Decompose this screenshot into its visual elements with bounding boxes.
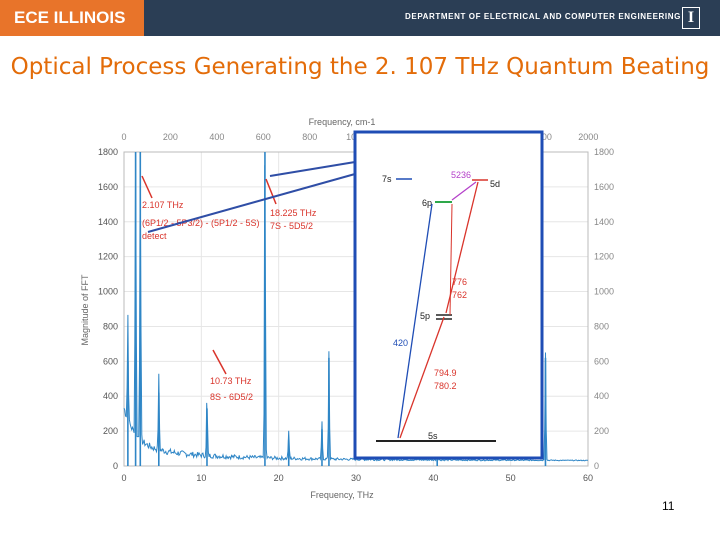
wavelength-5236: 5236 <box>451 170 471 180</box>
level-5p-label: 5p <box>420 311 430 321</box>
annotation-2107-detect: detect <box>142 231 167 241</box>
department-name: DEPARTMENT OF ELECTRICAL AND COMPUTER EN… <box>405 12 681 21</box>
annotation-1073-transition: 8S - 6D5/2 <box>210 392 253 402</box>
slide-title: Optical Process Generating the 2. 107 TH… <box>10 54 710 80</box>
x2-tick-label-1: 200 <box>163 132 178 142</box>
annotation-18225: 18.225 THz <box>270 208 317 218</box>
wavelength-7949: 794.9 <box>434 368 457 378</box>
x-tick-label-0: 0 <box>121 473 126 483</box>
y-tick-label-right-5: 1000 <box>594 287 614 297</box>
y-tick-label-right-6: 1200 <box>594 252 614 262</box>
x-tick-label-6: 60 <box>583 473 593 483</box>
y-tick-label-right-1: 200 <box>594 426 609 436</box>
wavelength-420: 420 <box>393 338 408 348</box>
y-tick-label-5: 1000 <box>98 287 118 297</box>
transition-6p-5d <box>451 181 477 201</box>
wavelength-7802: 780.2 <box>434 381 457 391</box>
pointer-2107 <box>147 173 356 233</box>
x2-tick-label-10: 2000 <box>578 132 598 142</box>
y-tick-label-0: 0 <box>113 461 118 471</box>
level-6p-label: 6p <box>422 198 432 208</box>
y-tick-label-9: 1800 <box>98 147 118 157</box>
illinois-i-icon: I <box>682 7 700 29</box>
inset-pointers <box>147 161 356 233</box>
y-tick-label-7: 1400 <box>98 217 118 227</box>
y-tick-label-right-7: 1400 <box>594 217 614 227</box>
y-tick-label-right-9: 1800 <box>594 147 614 157</box>
wavelength-776: 776 <box>452 277 467 287</box>
y-axis-label: Magnitude of FFT <box>80 274 90 346</box>
y-tick-label-right-2: 400 <box>594 391 609 401</box>
y-ticks: 0 0 200 200 400 400 600 600 800 800 1000 1000 1200 12… <box>98 147 614 471</box>
y-tick-label-6: 1200 <box>98 252 118 262</box>
x-axis-label: Frequency, THz <box>310 490 374 500</box>
x-ticks: 0 10 20 30 40 50 60 <box>121 473 593 483</box>
inset-frame <box>353 130 544 460</box>
brand-logo: ECE ILLINOIS <box>0 0 144 36</box>
level-7s-label: 7s <box>382 174 392 184</box>
x2-tick-label-2: 400 <box>209 132 224 142</box>
x2-tick-label-0: 0 <box>121 132 126 142</box>
annotation-2107: 2.107 THz <box>142 200 184 210</box>
transition-5p-6p <box>449 203 453 316</box>
pointer-18225 <box>269 161 356 177</box>
header-bar: ECE ILLINOIS DEPARTMENT OF ELECTRICAL AN… <box>0 0 720 36</box>
x-tick-label-5: 50 <box>506 473 516 483</box>
x-tick-label-3: 30 <box>351 473 361 483</box>
x-tick-label-1: 10 <box>196 473 206 483</box>
x2-tick-label-4: 800 <box>302 132 317 142</box>
x2-tick-label-3: 600 <box>256 132 271 142</box>
page-number: 11 <box>662 499 675 513</box>
y-tick-label-1: 200 <box>103 426 118 436</box>
y-tick-label-right-0: 0 <box>594 461 599 471</box>
arrow-18225 <box>265 178 277 205</box>
annotation-18225-transition: 7S - 5D5/2 <box>270 221 313 231</box>
y-tick-label-2: 400 <box>103 391 118 401</box>
annotation-1073: 10.73 THz <box>210 376 252 386</box>
level-5s-label: 5s <box>428 431 438 441</box>
x-tick-label-4: 40 <box>428 473 438 483</box>
x2-axis-label: Frequency, cm-1 <box>309 117 376 127</box>
y-tick-label-3: 600 <box>103 356 118 366</box>
arrow-2107 <box>141 175 153 199</box>
transition-6p-5s <box>397 203 433 439</box>
level-5d-label: 5d <box>490 179 500 189</box>
annotation-2107-transition: (6P1/2 - 5P3/2) - (5P1/2 - 5S) <box>142 218 260 228</box>
y-tick-label-right-4: 800 <box>594 321 609 331</box>
y-tick-label-right-8: 1600 <box>594 182 614 192</box>
wavelength-762: 762 <box>452 290 467 300</box>
transition-5p-5d <box>445 181 479 314</box>
annotations: 2.107 THz (6P1/2 - 5P3/2) - (5P1/2 - 5S)… <box>141 175 317 402</box>
arrow-1073 <box>212 349 227 375</box>
y-tick-label-8: 1600 <box>98 182 118 192</box>
x-tick-label-2: 20 <box>274 473 284 483</box>
energy-level-inset: 7s 5d 6p 5p 5s 5236 776 762 420 794.9 78… <box>353 130 544 460</box>
transition-5s-5p <box>399 316 445 439</box>
y-tick-label-right-3: 600 <box>594 356 609 366</box>
y-tick-label-4: 800 <box>103 321 118 331</box>
